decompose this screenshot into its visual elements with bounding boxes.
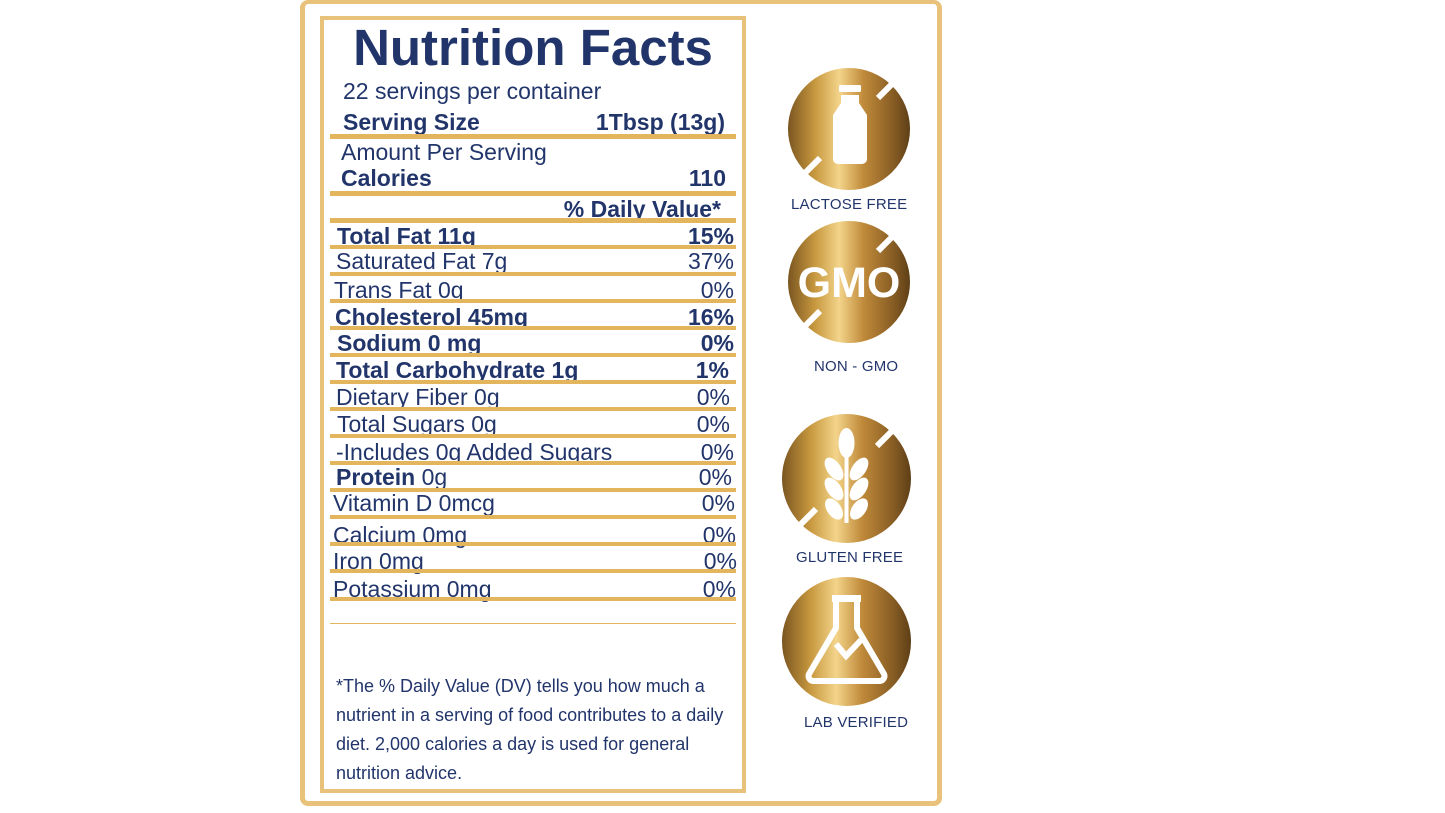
gmo-icon-text: GMO: [798, 259, 901, 307]
calories-label: Calories: [341, 165, 432, 191]
nutrient-name-trans-fat: Trans Fat 0g: [334, 277, 464, 303]
wheat-icon: [782, 414, 911, 543]
badge-label-lab-verified: LAB VERIFIED: [804, 714, 909, 731]
badge-label-gluten-free: GLUTEN FREE: [796, 549, 904, 566]
thin-divider: [330, 623, 736, 624]
divider: [330, 434, 736, 438]
nutrient-name-total-carbohydrate: Total Carbohydrate 1g: [336, 357, 579, 383]
protein-amount: 0g: [415, 464, 448, 490]
nutrition-label: [320, 16, 746, 793]
gmo-crossed-icon: GMO: [788, 221, 910, 343]
nutrient-pct-dietary-fiber: 0%: [696, 384, 730, 410]
badge-label-non-gmo: NON - GMO: [814, 358, 899, 375]
divider: [330, 326, 736, 330]
servings-per-container: 22 servings per container: [343, 78, 602, 104]
milk-bottle-icon: [788, 68, 910, 190]
divider: [330, 272, 736, 276]
protein-bold-label: Protein: [336, 464, 416, 490]
divider: [330, 353, 736, 357]
calories-value: 110: [688, 165, 726, 191]
daily-value-header: % Daily Value*: [563, 196, 721, 222]
footnote: *The % Daily Value (DV) tells you how mu…: [336, 676, 724, 783]
nutrient-pct-vitamin-d: 0%: [701, 490, 735, 516]
nutrient-pct-trans-fat: 0%: [700, 277, 734, 303]
nutrient-name-dietary-fiber: Dietary Fiber 0g: [336, 384, 500, 410]
nutrient-pct-sodium: 0%: [700, 330, 734, 356]
badge-label-lactose-free: LACTOSE FREE: [791, 196, 908, 213]
nutrient-pct-total-fat: 15%: [687, 223, 734, 249]
nutrient-pct-added-sugars: 0%: [700, 439, 734, 465]
nutrient-name-total-sugars: Total Sugars 0g: [337, 411, 497, 437]
divider: [330, 191, 736, 196]
divider: [330, 407, 736, 411]
divider: [330, 569, 736, 573]
serving-size-value: 1Tbsp (13g): [595, 109, 725, 135]
nutrient-name-protein: Protein 0g: [336, 464, 447, 491]
lab-flask-icon: [782, 577, 911, 706]
nutrient-pct-cholesterol: 16%: [687, 304, 734, 330]
divider: [330, 380, 736, 384]
divider: [330, 461, 736, 465]
divider: [330, 245, 736, 249]
serving-size-label: Serving Size: [343, 109, 480, 135]
divider: [330, 488, 736, 492]
divider: [330, 299, 736, 303]
nutrient-name-vitamin-d: Vitamin D 0mcg: [333, 490, 495, 516]
nutrient-name-total-fat: Total Fat 11g: [337, 223, 476, 249]
nutrient-pct-total-carbohydrate: 1%: [695, 357, 729, 383]
nutrient-pct-saturated-fat: 37%: [687, 248, 734, 274]
nutrient-pct-protein: 0%: [698, 464, 732, 490]
divider: [330, 134, 736, 139]
nutrient-name-added-sugars: -Includes 0g Added Sugars: [336, 439, 613, 465]
divider: [330, 515, 736, 519]
amount-per-serving: Amount Per Serving: [341, 139, 547, 165]
divider: [330, 218, 736, 223]
nutrient-name-cholesterol: Cholesterol 45mg: [335, 304, 528, 330]
nutrient-pct-total-sugars: 0%: [696, 411, 730, 437]
nutrient-name-saturated-fat: Saturated Fat 7g: [336, 248, 508, 274]
nutrient-name-sodium: Sodium 0 mg: [337, 330, 482, 356]
label-title: Nutrition Facts: [353, 19, 713, 76]
divider: [330, 597, 736, 601]
divider: [330, 542, 736, 546]
